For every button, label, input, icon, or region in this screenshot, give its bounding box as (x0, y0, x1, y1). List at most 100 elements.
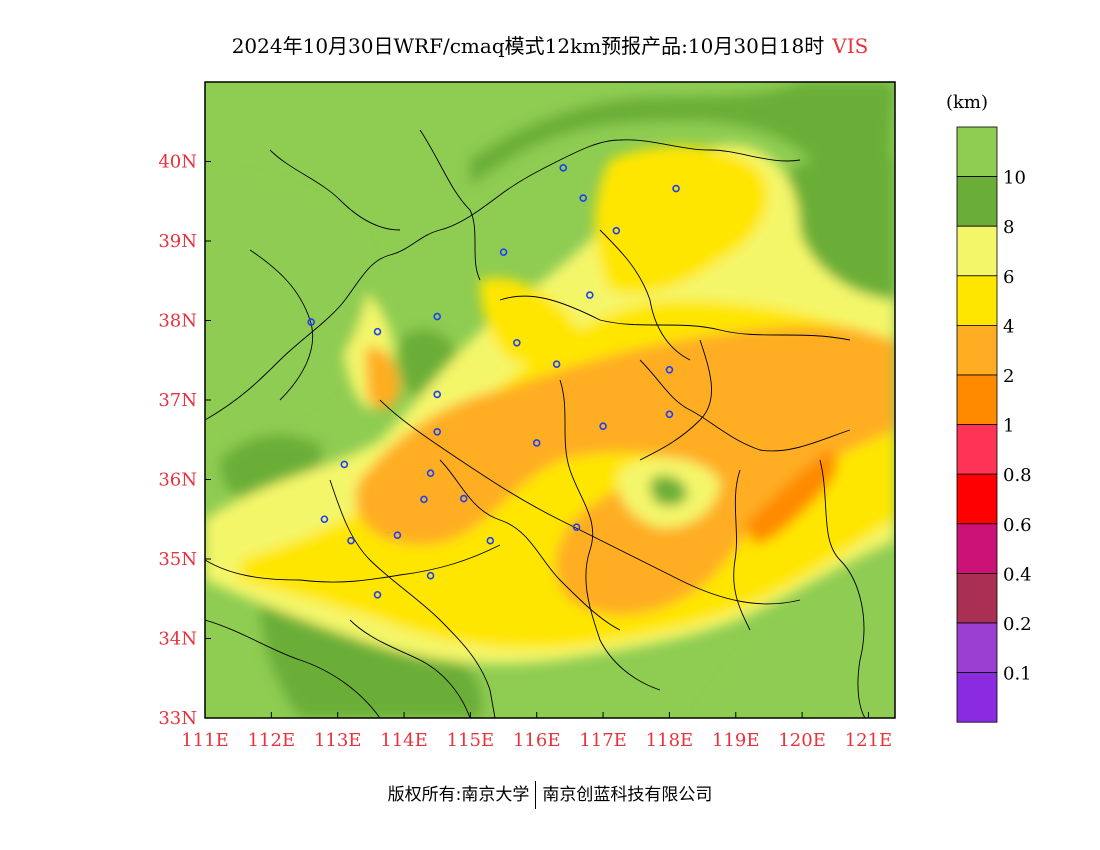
lon-tick-label: 118E (646, 730, 694, 751)
legend-swatch (956, 672, 998, 723)
station-marker (433, 390, 442, 399)
station-marker (433, 427, 442, 436)
legend-label: 8 (1003, 217, 1014, 238)
station-marker (486, 536, 495, 545)
copyright-footer: 版权所有:南京大学 南京创蓝科技有限公司 (0, 780, 1100, 809)
visibility-field (205, 82, 895, 718)
field-gt10-west (205, 178, 369, 430)
lon-tick-label: 112E (248, 730, 296, 751)
field-8to10-north (470, 82, 895, 185)
legend-swatch (956, 126, 998, 177)
border-line (439, 459, 621, 631)
border-line (349, 619, 471, 718)
legend-swatch (956, 275, 998, 326)
border-line (205, 544, 501, 583)
legend-label: 6 (1003, 267, 1014, 288)
lon-tick-label: 116E (513, 730, 561, 751)
lat-tick-label: 38N (158, 311, 197, 332)
station-marker (552, 360, 561, 369)
border-line (329, 479, 496, 718)
station-marker (433, 312, 442, 321)
station-marker (532, 439, 541, 447)
station-marker (499, 248, 508, 256)
lon-tick-label: 120E (778, 730, 826, 751)
legend-swatch (956, 523, 998, 574)
title-main: 2024年10月30日WRF/cmaq模式12km预报产品:10月30日18时 (231, 34, 825, 58)
lat-tick-label: 35N (158, 549, 197, 570)
lon-tick-label: 115E (447, 730, 495, 751)
lon-tick-label: 121E (845, 730, 893, 751)
legend-label: 2 (1003, 366, 1014, 387)
border-line (205, 159, 561, 421)
station-marker (426, 469, 435, 477)
lat-axis: 33N 34N 35N 36N 37N 38N 39N 40N (158, 152, 211, 729)
legend-unit: (km) (946, 92, 988, 113)
legend-swatch (956, 324, 998, 376)
border-line (639, 339, 712, 461)
legend-label: 1 (1003, 416, 1014, 437)
border-line (379, 399, 801, 605)
station-marker (599, 422, 607, 431)
field-2to4-west (365, 347, 400, 409)
map-title: 2024年10月30日WRF/cmaq模式12km预报产品:10月30日18时 V… (0, 30, 1100, 59)
field-4to6-central (480, 278, 580, 364)
legend-swatch (956, 225, 998, 277)
station-marker (393, 531, 402, 539)
station-marker (559, 164, 568, 172)
legend-label: 0.4 (1003, 564, 1032, 585)
lon-tick-label: 114E (380, 730, 428, 751)
station-marker (459, 494, 468, 503)
legend-label: 4 (1003, 316, 1014, 337)
lat-tick-label: 33N (158, 708, 197, 729)
station-marker (307, 318, 315, 326)
border-line (559, 379, 661, 691)
field-1to2-coast (745, 450, 838, 545)
station-marker (373, 590, 382, 599)
legend-swatch (956, 424, 998, 475)
field-2to4-main (355, 325, 895, 615)
legend-swatch (956, 573, 998, 624)
station-marker (513, 338, 521, 347)
station-marker (612, 226, 621, 235)
admin-borders (205, 129, 866, 718)
station-marker (340, 460, 349, 469)
legend-label: 10 (1003, 168, 1026, 189)
border-line (733, 469, 751, 631)
station-marker (426, 571, 435, 580)
field-8to10-southwest (260, 597, 483, 718)
legend-label: 0.2 (1003, 614, 1032, 635)
lon-tick-label: 113E (314, 730, 362, 751)
field-8to10-center-spot (650, 475, 688, 506)
lat-tick-label: 39N (158, 231, 197, 252)
border-line (599, 229, 691, 361)
legend-label: 0.1 (1003, 664, 1032, 685)
field-gt10-southeast (700, 540, 895, 718)
lat-tick-label: 40N (158, 152, 197, 173)
border-line (269, 149, 401, 231)
lat-tick-label: 34N (158, 629, 197, 650)
station-marker (586, 291, 594, 299)
legend-label: 0.8 (1003, 465, 1032, 486)
station-marker (572, 523, 581, 532)
lon-tick-label: 111E (181, 730, 229, 751)
legend-swatch (956, 622, 998, 673)
lon-axis: 111E 112E 113E 114E 115E 116E 117E 118E 119E 120E… (181, 712, 892, 751)
legend-colorbar: 10 8 6 4 2 1 0.8 0.6 0.4 0.2 0.1 (956, 126, 1032, 723)
lat-tick-label: 36N (158, 470, 197, 491)
lon-tick-label: 117E (579, 730, 627, 751)
lon-tick-label: 119E (712, 730, 760, 751)
station-markers (307, 164, 680, 599)
station-marker (347, 536, 355, 545)
footer-right: 南京创蓝科技有限公司 (542, 785, 713, 805)
border-line (499, 295, 851, 341)
station-marker (672, 184, 680, 193)
border-line (819, 459, 866, 718)
border-line (419, 129, 481, 281)
border-line (639, 359, 851, 452)
footer-left: 版权所有:南京大学 (387, 785, 530, 805)
station-marker (665, 410, 674, 419)
legend-swatch (956, 473, 998, 525)
station-marker (579, 194, 587, 202)
station-marker (320, 515, 329, 524)
